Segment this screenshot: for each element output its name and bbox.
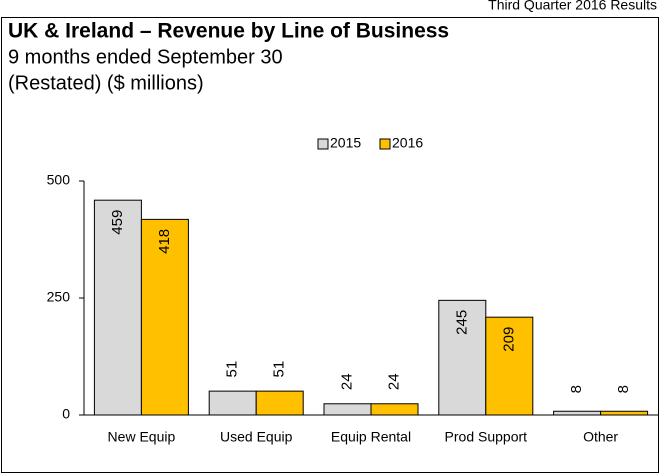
legend-swatch [379,138,391,150]
x-tick-label: Prod Support [445,429,528,445]
bar [140,218,189,416]
chart-subtitle: 9 months ended September 30 [8,46,283,68]
bar [255,390,304,416]
x-tick-label: Equip Rental [331,429,411,445]
value-label: 8 [615,385,632,393]
x-tick-label: New Equip [108,429,176,445]
chart-title: UK & Ireland – Revenue by Line of Busine… [8,20,449,43]
bar [208,390,257,416]
value-label: 24 [338,373,355,390]
value-label: 209 [500,327,517,352]
frame [1,17,659,473]
x-tick-label: Used Equip [220,429,293,445]
y-tick-label: 0 [62,406,70,422]
bar [93,199,142,416]
page-header: Third Quarter 2016 Results [488,0,657,13]
value-label: 24 [385,373,402,390]
legend-label: 2015 [330,135,361,151]
value-label: 245 [453,310,470,335]
bar [553,410,602,416]
legend-swatch [317,138,329,150]
y-tick-label: 250 [47,289,71,305]
bar [370,403,419,416]
value-label: 418 [156,229,173,254]
x-tick-label: Other [583,429,618,445]
value-label: 459 [109,210,126,235]
value-label: 8 [568,385,585,393]
value-label: 51 [271,361,288,378]
bar [485,316,534,416]
chart-subtitle: (Restated) ($ millions) [8,72,204,94]
bar [323,403,372,416]
value-label: 51 [224,361,241,378]
y-tick-label: 500 [47,172,71,188]
bar [438,299,487,416]
legend-label: 2016 [392,135,423,151]
bar [600,410,649,416]
